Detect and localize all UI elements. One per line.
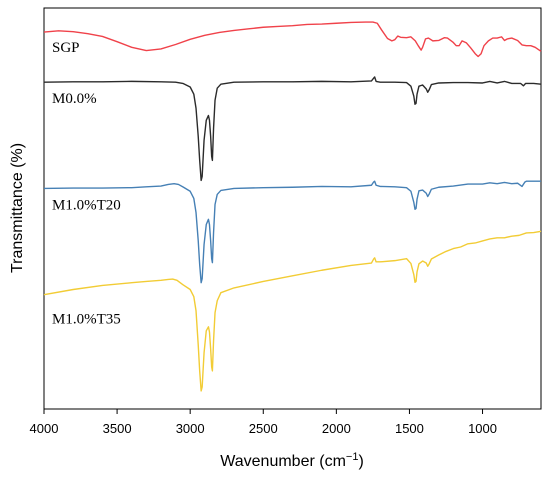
x-tick-label: 2500: [249, 421, 278, 436]
series-layer: [43, 21, 542, 392]
series-label-1: M0.0%: [52, 91, 97, 107]
x-axis-tick-labels: 4000 3500 3000 2500 2000 1500 1000: [30, 421, 497, 436]
series-label-0: SGP: [52, 40, 80, 56]
series-label-2: M1.0%T20: [52, 197, 121, 213]
x-tick-label: 3000: [176, 421, 205, 436]
x-tick-label: 4000: [30, 421, 59, 436]
x-axis-title-superscript: −1: [346, 451, 359, 463]
series-line-1: [43, 76, 542, 182]
x-tick-label: 3500: [103, 421, 132, 436]
x-tick-label: 2000: [322, 421, 351, 436]
series-line-0: [43, 21, 542, 58]
x-tick-label: 1000: [468, 421, 497, 436]
series-labels: SGP M0.0% M1.0%T20 M1.0%T35: [52, 40, 121, 328]
series-line-3: [43, 230, 542, 392]
y-axis-title: Transmittance (%): [9, 143, 26, 273]
plot-frame: [43, 7, 542, 410]
series-label-3: M1.0%T35: [52, 312, 121, 328]
x-axis-title: Wavenumber (cm−1): [220, 451, 364, 470]
series-line-2: [43, 180, 541, 284]
x-tick-label: 1500: [395, 421, 424, 436]
x-axis-ticks: [43, 409, 484, 414]
